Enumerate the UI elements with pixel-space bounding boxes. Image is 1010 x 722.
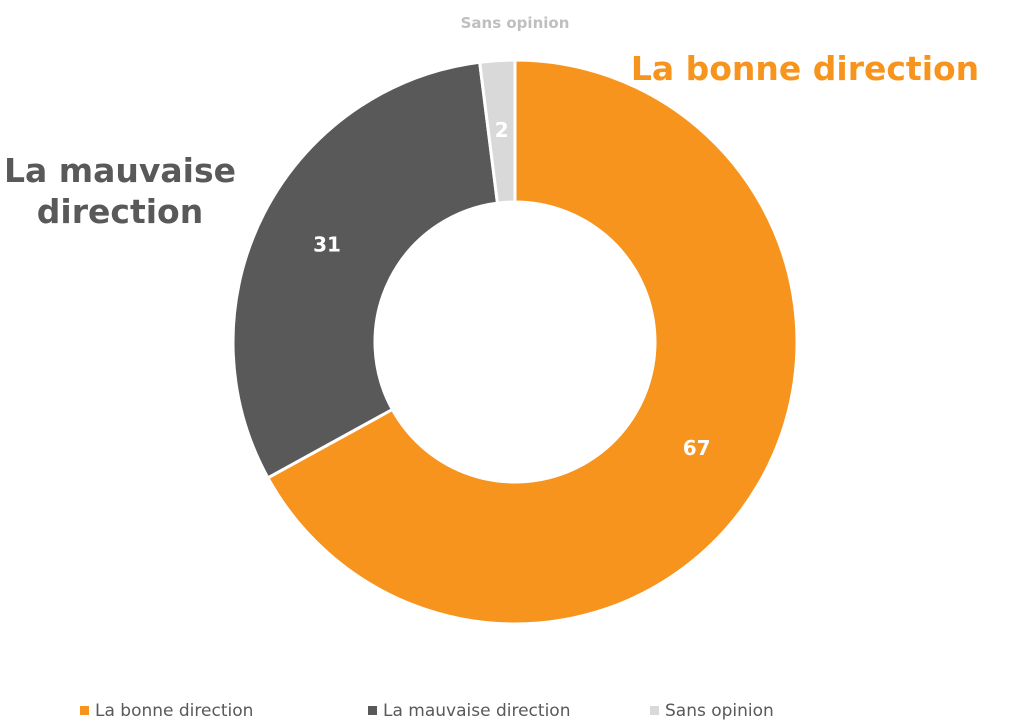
- legend-swatch: [650, 706, 659, 715]
- data-label: 67: [683, 436, 711, 460]
- data-label: 31: [313, 233, 341, 257]
- legend-label: La mauvaise direction: [383, 701, 570, 721]
- category-label: La bonne direction: [630, 49, 980, 88]
- legend-label: Sans opinion: [665, 701, 774, 721]
- legend-swatch: [368, 706, 377, 715]
- category-label: La mauvaise direction: [3, 151, 237, 232]
- donut-segment: [231, 60, 500, 480]
- legend-label: La bonne direction: [95, 701, 253, 721]
- category-label: Sans opinion: [460, 14, 570, 32]
- donut-segment: [477, 58, 517, 205]
- legend-swatch: [80, 706, 89, 715]
- donut-segment: [265, 58, 799, 626]
- data-label: 2: [495, 118, 509, 142]
